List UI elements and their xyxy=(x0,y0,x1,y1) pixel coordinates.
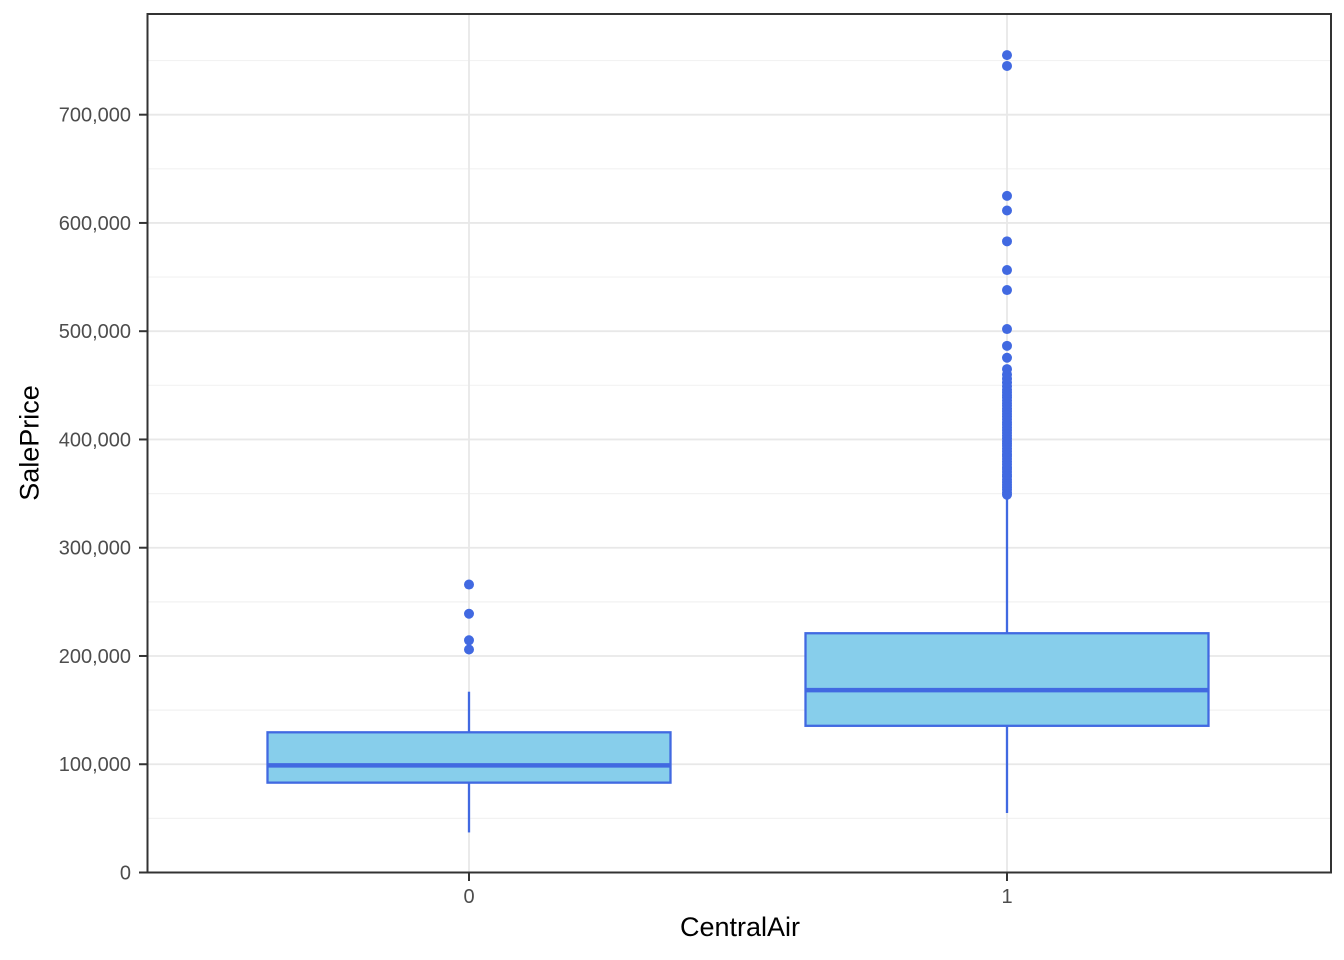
y-tick-label: 200,000 xyxy=(59,646,131,668)
y-tick-label: 400,000 xyxy=(59,429,131,451)
y-axis-title: SalePrice xyxy=(14,385,45,501)
outlier-point xyxy=(464,635,474,646)
x-tick-label: 0 xyxy=(463,886,474,908)
outlier-point xyxy=(1002,236,1012,247)
box-centralair-1 xyxy=(804,632,1210,727)
outlier-point xyxy=(464,608,474,619)
y-tick-label: 100,000 xyxy=(59,754,131,776)
y-tick-label: 300,000 xyxy=(59,538,131,560)
y-tick-label: 700,000 xyxy=(59,105,131,127)
outlier-point xyxy=(1002,60,1012,71)
outlier-point xyxy=(1002,190,1012,201)
outlier-point xyxy=(1002,265,1012,276)
y-tick-label: 0 xyxy=(120,863,131,885)
panel-border xyxy=(146,13,1332,874)
outlier-point xyxy=(1002,364,1012,375)
panel-background xyxy=(147,14,1331,873)
outlier-point xyxy=(464,579,474,590)
outlier-point xyxy=(1002,50,1012,61)
x-tick-label: 1 xyxy=(1001,886,1012,908)
y-tick-label: 500,000 xyxy=(59,321,131,343)
outlier-point xyxy=(1002,340,1012,351)
y-tick-label: 600,000 xyxy=(59,213,131,235)
x-axis-title: CentralAir xyxy=(679,912,801,942)
outlier-point xyxy=(1002,324,1012,335)
outlier-point xyxy=(1002,285,1012,296)
outlier-point xyxy=(1002,352,1012,363)
outlier-point xyxy=(464,644,474,655)
box-centralair-0 xyxy=(266,731,672,784)
outlier-point xyxy=(1002,205,1012,216)
